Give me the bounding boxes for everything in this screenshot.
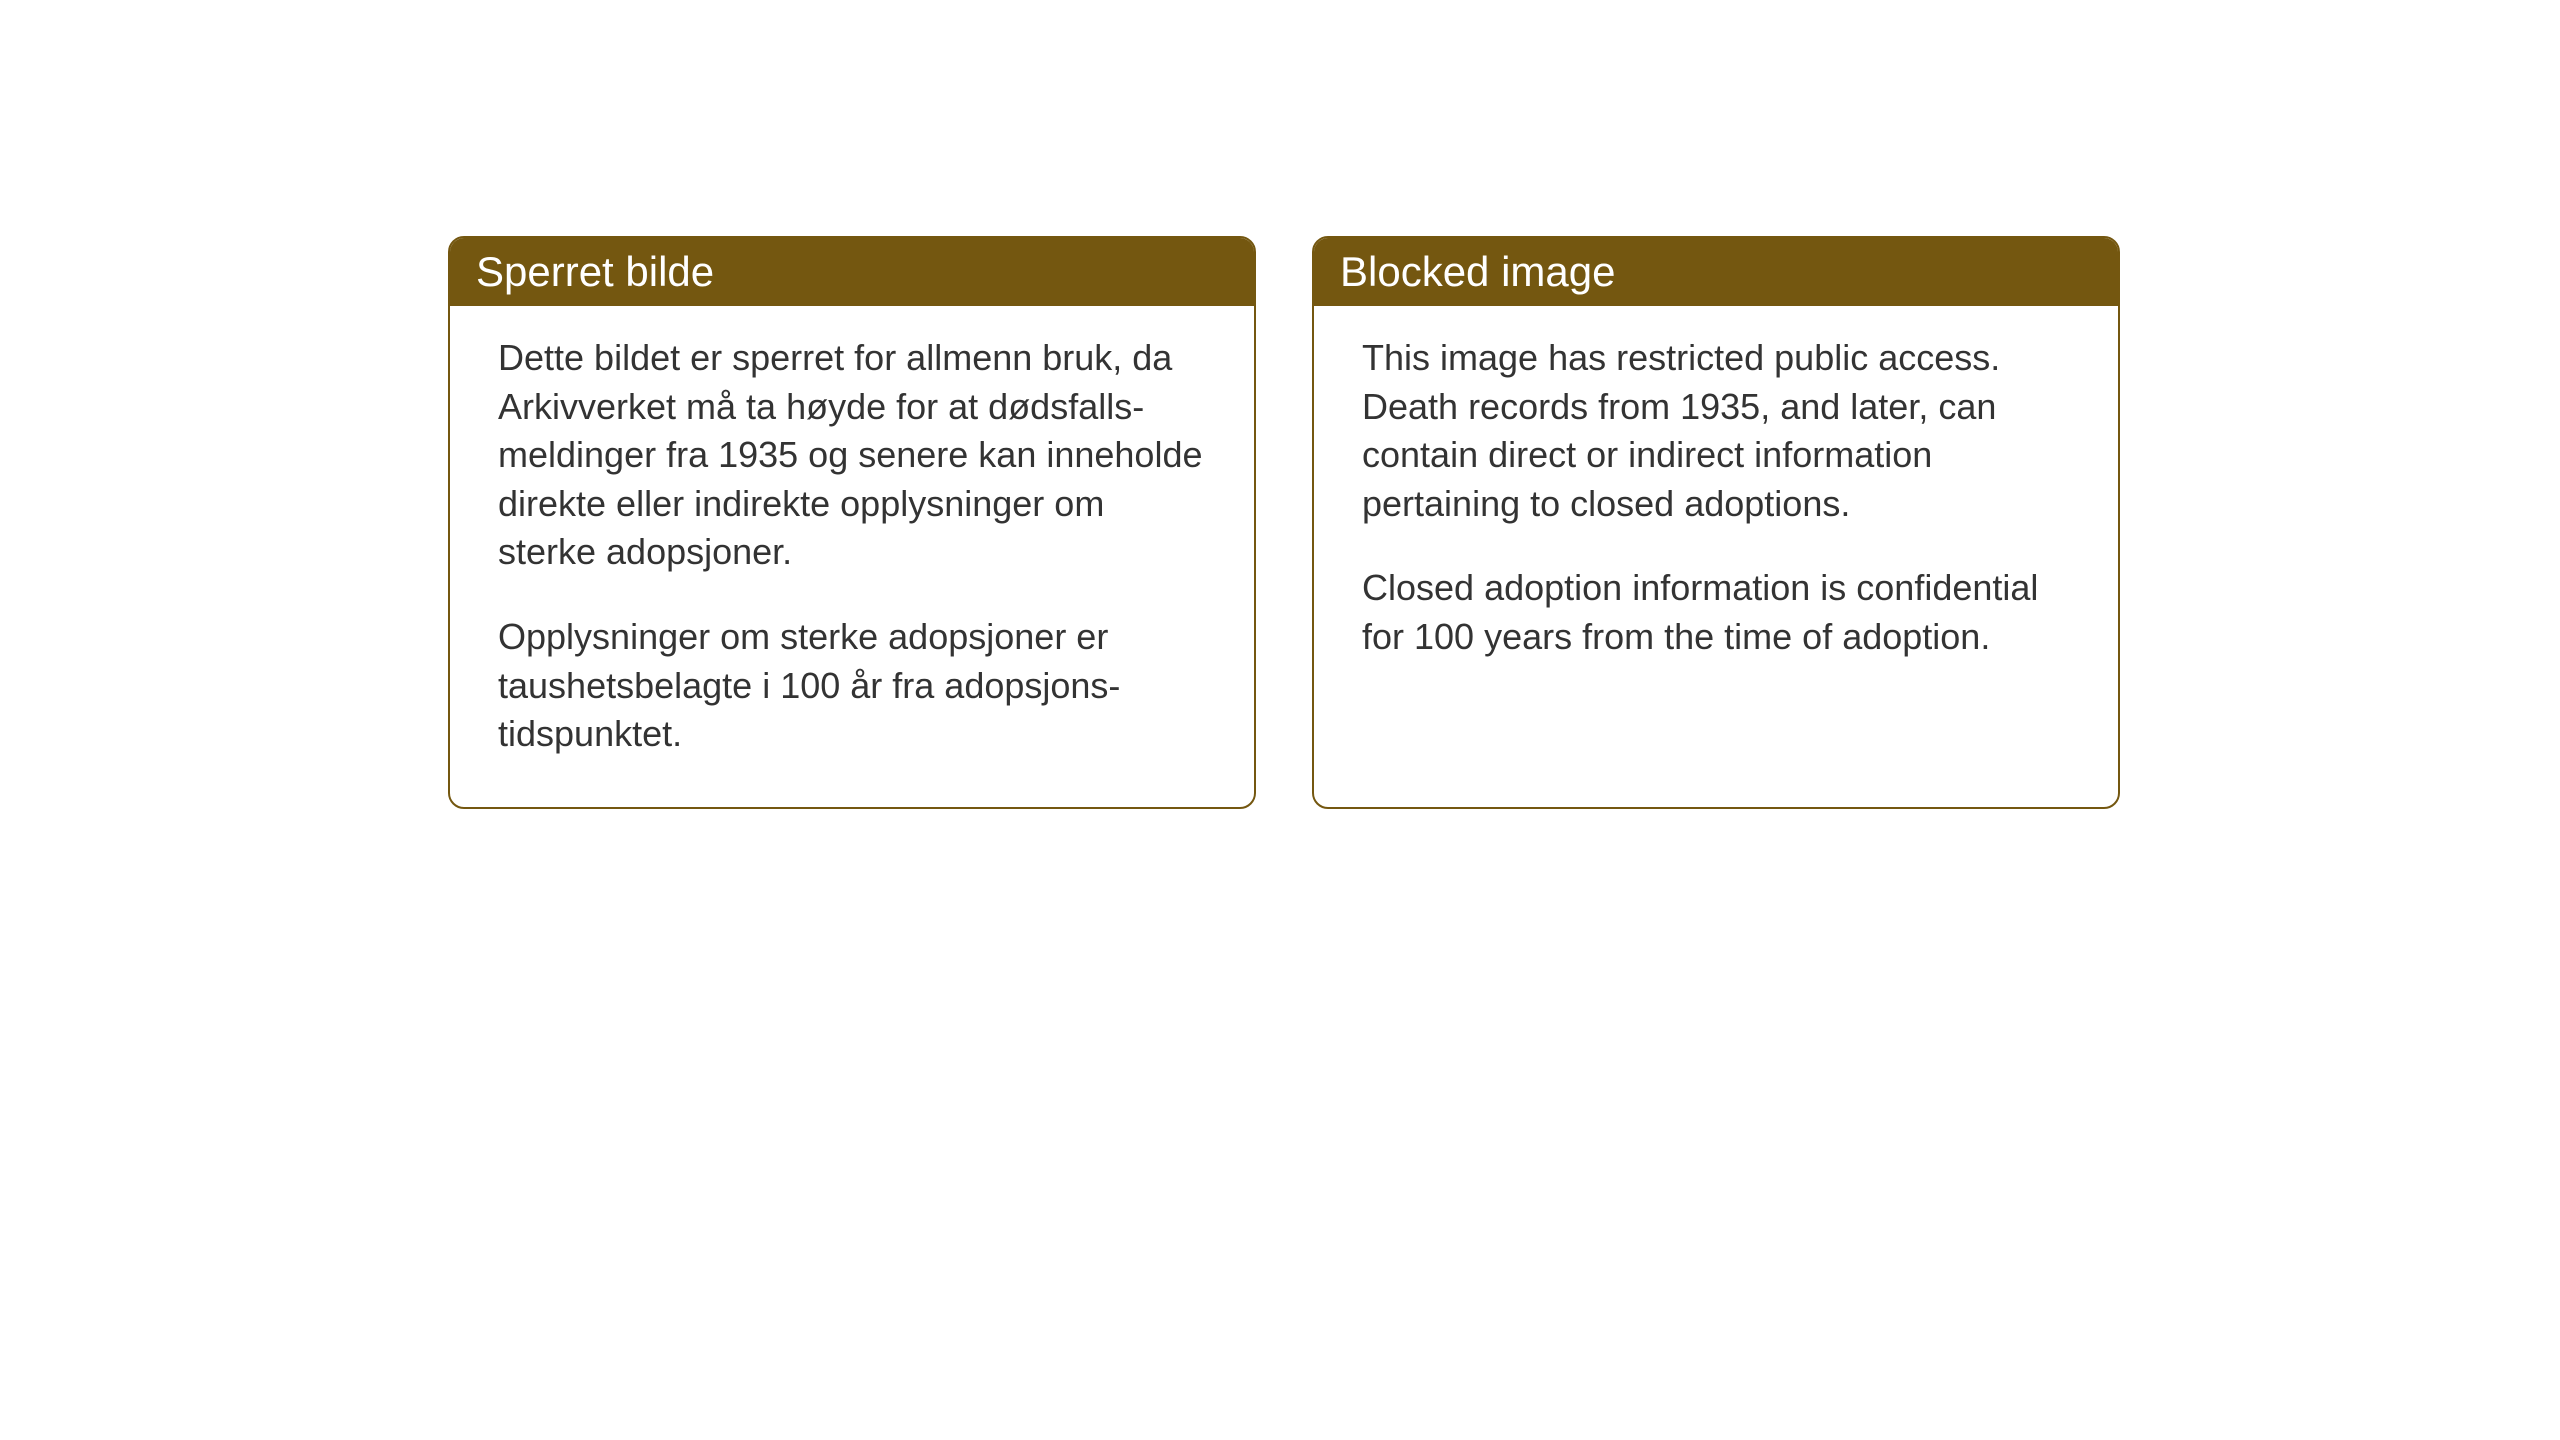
english-card-title: Blocked image <box>1314 238 2118 306</box>
english-paragraph-1: This image has restricted public access.… <box>1362 334 2070 528</box>
norwegian-card-body: Dette bildet er sperret for allmenn bruk… <box>450 306 1254 807</box>
norwegian-paragraph-1: Dette bildet er sperret for allmenn bruk… <box>498 334 1206 577</box>
english-card-body: This image has restricted public access.… <box>1314 306 2118 710</box>
english-paragraph-2: Closed adoption information is confident… <box>1362 564 2070 661</box>
norwegian-paragraph-2: Opplysninger om sterke adopsjoner er tau… <box>498 613 1206 759</box>
english-notice-card: Blocked image This image has restricted … <box>1312 236 2120 809</box>
notice-cards-container: Sperret bilde Dette bildet er sperret fo… <box>448 236 2120 809</box>
norwegian-notice-card: Sperret bilde Dette bildet er sperret fo… <box>448 236 1256 809</box>
norwegian-card-title: Sperret bilde <box>450 238 1254 306</box>
